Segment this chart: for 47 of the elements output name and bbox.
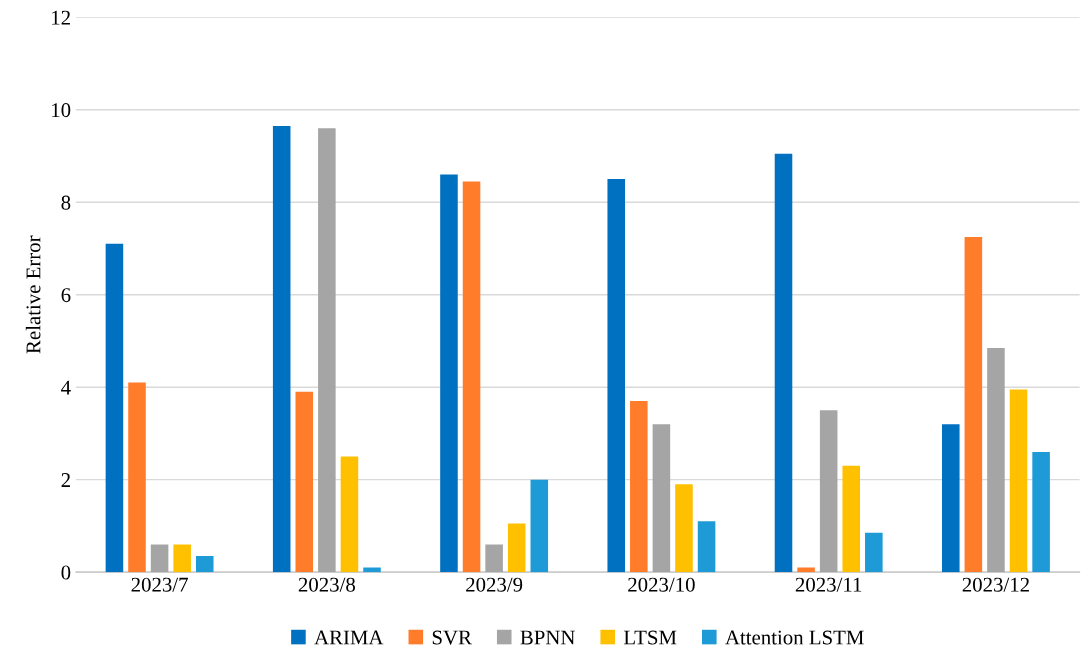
bar <box>272 125 291 573</box>
y-tick-label: 0 <box>61 565 71 580</box>
y-axis-title: Relative Error <box>25 235 41 354</box>
legend-label: LTSM <box>623 630 677 645</box>
bar <box>774 153 793 573</box>
bar <box>675 484 693 573</box>
bar <box>865 532 883 573</box>
legend-label: SVR <box>432 630 472 645</box>
legend-label: ARIMA <box>314 630 384 645</box>
bar <box>105 243 124 573</box>
bar <box>318 128 336 573</box>
x-tick-label: 2023/7 <box>131 577 188 592</box>
y-tick-label: 10 <box>52 103 71 118</box>
bar <box>1009 389 1028 573</box>
bar <box>440 174 458 573</box>
x-tick-label: 2023/11 <box>795 577 862 592</box>
x-tick-label: 2023/10 <box>628 577 695 592</box>
bar <box>173 544 191 573</box>
y-tick-label: 12 <box>52 10 70 25</box>
bar <box>530 479 549 573</box>
bar <box>819 410 838 573</box>
bar <box>462 181 481 573</box>
legend-label: BPNN <box>520 630 575 645</box>
y-tick-label: 8 <box>61 195 71 210</box>
bar <box>195 555 214 573</box>
bar <box>128 382 146 573</box>
bar <box>964 236 983 573</box>
bar <box>842 465 861 573</box>
y-tick-label: 6 <box>61 288 71 303</box>
y-tick-label: 2 <box>61 473 70 487</box>
legend-label: Attention LSTM <box>725 630 864 645</box>
bar <box>607 179 626 573</box>
x-tick-label: 2023/12 <box>962 577 1029 592</box>
bar <box>1032 451 1050 573</box>
x-tick-label: 2023/9 <box>466 577 523 592</box>
bar <box>295 391 314 573</box>
x-tick-label: 2023/8 <box>298 577 355 592</box>
bar <box>630 401 648 573</box>
bar <box>987 347 1005 573</box>
bar <box>150 544 169 573</box>
bar <box>485 544 503 573</box>
bar <box>941 424 960 573</box>
y-tick-label: 4 <box>61 380 71 395</box>
bar <box>652 424 671 573</box>
bar <box>340 456 359 573</box>
bar <box>697 521 716 573</box>
bar <box>507 523 526 573</box>
